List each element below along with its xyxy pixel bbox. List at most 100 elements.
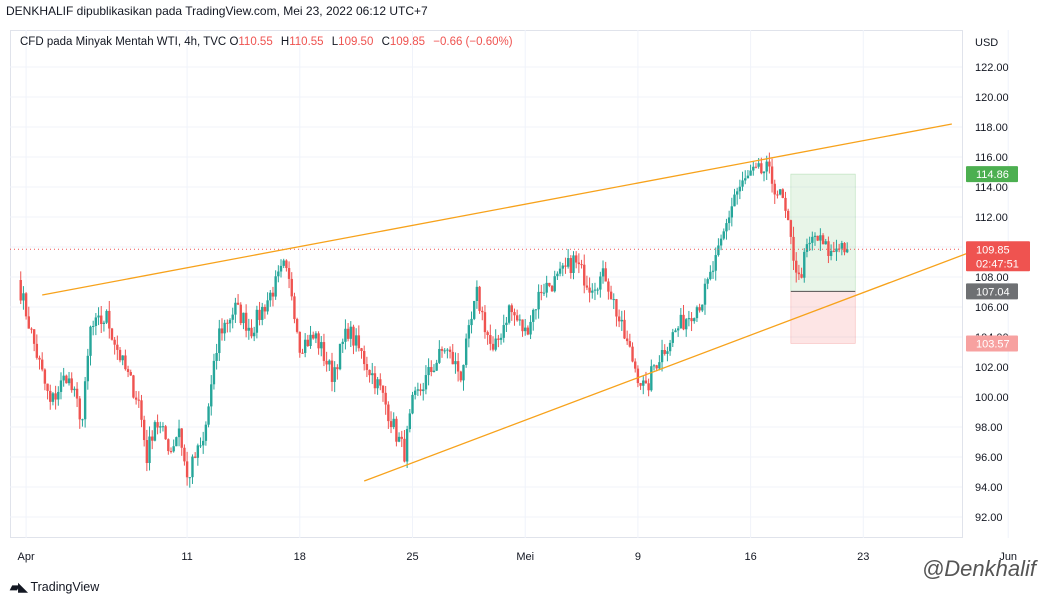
candle-up	[202, 440, 205, 446]
candle-up	[778, 189, 782, 195]
candle-down	[363, 351, 366, 365]
time-tick-label: Apr	[18, 551, 35, 563]
candle-down	[298, 331, 301, 353]
candle-up	[22, 293, 25, 301]
candle-down	[574, 255, 578, 263]
candle-down	[400, 436, 403, 439]
candle-up	[172, 446, 175, 452]
candle-down	[100, 315, 103, 324]
candle-down	[451, 351, 454, 365]
time-axis: Apr 11 18 25 Mei 9 16 23 Jun	[18, 551, 1018, 563]
candle-up	[529, 321, 532, 335]
profit-zone[interactable]	[790, 173, 856, 292]
legend-low-label: L	[331, 36, 339, 48]
candle-down	[837, 248, 841, 250]
target-price-tag: 114.86	[976, 169, 1009, 181]
candle-down	[295, 319, 299, 332]
candle-down	[776, 194, 779, 196]
current-price-tag-bg	[966, 241, 1030, 272]
candle-down	[513, 312, 516, 316]
candle-up	[709, 271, 712, 280]
candle-up	[91, 325, 95, 327]
price-tick-label: 92.00	[975, 512, 1003, 524]
candle-down	[54, 393, 57, 400]
candle-down	[754, 166, 758, 168]
candle-up	[344, 328, 347, 342]
candle-down	[49, 390, 52, 402]
candle-down	[792, 236, 795, 261]
candle-down	[387, 404, 390, 422]
candle-up	[94, 317, 98, 326]
candle-up	[717, 245, 720, 256]
chart-frame[interactable]	[10, 30, 963, 538]
candle-down	[239, 304, 242, 324]
candle-up	[121, 355, 124, 361]
candle-up	[210, 384, 213, 407]
candle-up	[805, 244, 809, 252]
candle-down	[784, 197, 787, 211]
candle-up	[320, 342, 323, 349]
candle-down	[285, 260, 288, 269]
tradingview-brand[interactable]: ▰◣ TradingView	[10, 580, 99, 594]
candle-down	[352, 326, 355, 346]
candle-down	[322, 342, 326, 361]
candle-up	[714, 255, 717, 271]
candle-down	[145, 440, 149, 463]
candle-up	[693, 318, 696, 322]
candle-down	[481, 310, 484, 313]
candle-down	[631, 346, 634, 362]
time-tick-label: 23	[857, 551, 869, 563]
candle-down	[365, 364, 369, 370]
candle-up	[303, 339, 307, 353]
candle-down	[140, 400, 143, 420]
candle-up	[188, 477, 191, 479]
candle-up	[67, 378, 71, 384]
candle-down	[384, 392, 387, 405]
candle-down	[389, 421, 393, 428]
price-tick-label: 114.00	[975, 182, 1008, 194]
candle-up	[446, 349, 449, 351]
candle-down	[690, 318, 693, 322]
candle-down	[515, 315, 519, 321]
candle-up	[314, 333, 318, 339]
candle-up	[824, 241, 827, 245]
symbol-legend[interactable]: CFD pada Minyak Mentah WTI, 4h, TVC O110…	[20, 36, 518, 48]
candle-up	[338, 343, 342, 370]
legend-close-label: C	[381, 36, 390, 48]
candle-up	[175, 437, 178, 447]
candle-down	[46, 383, 49, 391]
candle-down	[108, 310, 111, 329]
candle-up	[354, 335, 358, 346]
candle-down	[43, 369, 47, 384]
candle-up	[752, 166, 755, 171]
candle-down	[287, 268, 291, 279]
price-tags: 114.86 107.04 103.57 109.85 02:47:51	[966, 166, 1030, 352]
candle-down	[497, 338, 500, 340]
candle-down	[768, 161, 771, 167]
candle-down	[580, 264, 583, 266]
channel-upper-line[interactable]	[42, 123, 952, 296]
candle-up	[341, 341, 344, 344]
candle-up	[191, 456, 194, 478]
candle-down	[325, 360, 328, 365]
candle-down	[290, 278, 293, 297]
candle-down	[634, 361, 637, 369]
candle-up	[159, 426, 162, 428]
candle-up	[840, 243, 844, 249]
candle-up	[730, 206, 734, 218]
candle-down	[360, 348, 363, 352]
candle-down	[156, 422, 159, 428]
candle-up	[558, 268, 562, 274]
candle-up	[593, 289, 597, 291]
candle-down	[625, 338, 629, 342]
candle-down	[293, 296, 296, 320]
candle-down	[781, 189, 784, 198]
candle-up	[218, 328, 221, 354]
countdown-tag: 02:47:51	[976, 258, 1019, 270]
channel-lower-line[interactable]	[363, 246, 985, 482]
candle-down	[250, 327, 253, 337]
candle-up	[328, 360, 331, 365]
brand-label: TradingView	[30, 580, 100, 594]
candle-down	[78, 398, 81, 420]
